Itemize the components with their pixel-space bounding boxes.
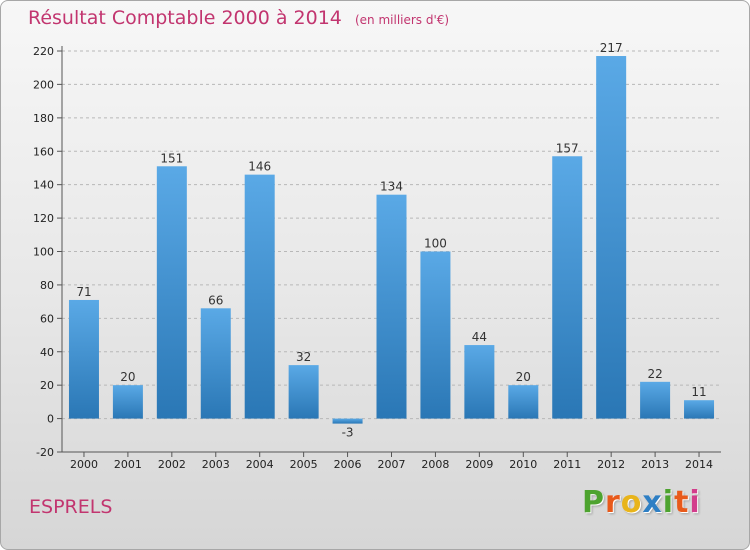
y-tick-label: 40 xyxy=(40,346,54,359)
bar-value-label: 100 xyxy=(424,237,447,251)
bar xyxy=(112,385,143,419)
x-tick-label: 2004 xyxy=(246,458,274,471)
logo-letter: i xyxy=(689,485,701,520)
title-row: Résultat Comptable 2000 à 2014 (en milli… xyxy=(28,7,449,29)
x-tick-label: 2010 xyxy=(509,458,537,471)
y-tick-label: 220 xyxy=(33,45,54,58)
bar xyxy=(508,385,539,419)
x-tick-label: 2013 xyxy=(641,458,669,471)
logo-letter: r xyxy=(605,485,621,520)
bar-value-label: 157 xyxy=(556,141,579,155)
bar xyxy=(420,251,451,419)
bar xyxy=(332,418,363,424)
logo-letter: P xyxy=(582,485,605,520)
y-tick-label: 100 xyxy=(33,246,54,259)
chart-subtitle: (en milliers d'€) xyxy=(354,13,450,27)
logo-letter: o xyxy=(620,485,643,520)
x-tick-label: 2011 xyxy=(553,458,581,471)
x-tick-label: 2003 xyxy=(202,458,230,471)
chart-title: Résultat Comptable 2000 à 2014 xyxy=(28,7,342,29)
x-tick-label: 2001 xyxy=(114,458,142,471)
bar xyxy=(684,400,715,419)
bar-value-label: 32 xyxy=(296,350,311,364)
bar-value-label: 20 xyxy=(120,370,135,384)
x-tick-label: 2006 xyxy=(334,458,362,471)
logo-letter: i xyxy=(662,485,675,520)
x-tick-label: 2012 xyxy=(597,458,625,471)
bar-value-label: 11 xyxy=(691,385,706,399)
bar xyxy=(596,56,627,419)
bar xyxy=(200,308,231,419)
bar-value-label: 134 xyxy=(380,180,403,194)
bar-value-label: 71 xyxy=(76,285,91,299)
y-tick-label: -20 xyxy=(36,446,54,459)
x-tick-label: 2002 xyxy=(158,458,186,471)
y-tick-label: 60 xyxy=(40,312,54,325)
bar xyxy=(288,365,319,419)
bar xyxy=(376,194,407,419)
bar-value-label: 22 xyxy=(647,367,662,381)
bar xyxy=(68,299,99,419)
bar-value-label: -3 xyxy=(342,426,354,440)
bar-value-label: 217 xyxy=(600,41,623,55)
bar xyxy=(244,174,275,419)
bar-value-label: 146 xyxy=(248,160,271,174)
y-tick-label: 140 xyxy=(33,179,54,192)
bar xyxy=(464,345,495,419)
x-tick-label: 2008 xyxy=(421,458,449,471)
commune-name: ESPRELS xyxy=(29,496,113,518)
y-tick-label: 0 xyxy=(47,413,54,426)
proxiti-logo: Proxiti xyxy=(582,485,701,520)
y-tick-label: 180 xyxy=(33,112,54,125)
bar-value-label: 151 xyxy=(160,151,183,165)
bar-value-label: 66 xyxy=(208,293,223,307)
x-tick-label: 2009 xyxy=(465,458,493,471)
bar-value-label: 20 xyxy=(516,370,531,384)
x-tick-label: 2007 xyxy=(378,458,406,471)
logo-letter: t xyxy=(674,485,690,520)
bar-value-label: 44 xyxy=(472,330,487,344)
y-tick-label: 20 xyxy=(40,379,54,392)
x-tick-label: 2014 xyxy=(685,458,713,471)
bar xyxy=(640,381,671,419)
bar xyxy=(156,166,187,419)
bar xyxy=(552,156,583,419)
x-tick-label: 2000 xyxy=(70,458,98,471)
logo-letter: x xyxy=(642,485,663,520)
y-tick-label: 200 xyxy=(33,78,54,91)
y-tick-label: 160 xyxy=(33,145,54,158)
x-tick-label: 2005 xyxy=(290,458,318,471)
y-tick-label: 120 xyxy=(33,212,54,225)
y-tick-label: 80 xyxy=(40,279,54,292)
